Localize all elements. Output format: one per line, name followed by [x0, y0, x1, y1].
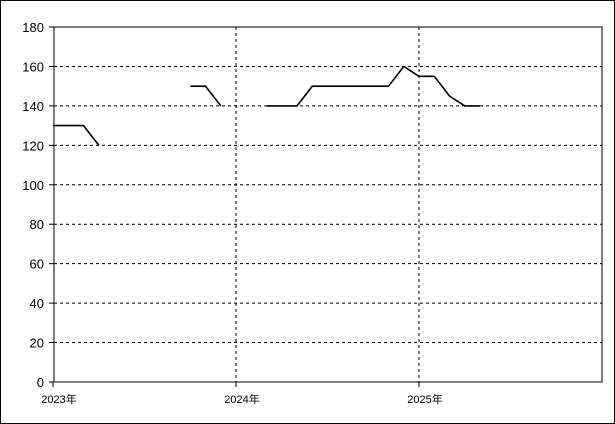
- y-tick-label: 100: [22, 178, 44, 193]
- series-line-segment: [53, 124, 100, 146]
- y-tick-label: 140: [22, 99, 44, 114]
- series-line-segment: [266, 65, 480, 107]
- y-tick-label: 120: [22, 138, 44, 153]
- plot-area: [53, 26, 603, 383]
- data-series: [53, 65, 480, 146]
- y-axis-ticks: 0 20 40 60 80 100 120 140 160 180: [22, 20, 54, 390]
- y-tick-label: 20: [30, 336, 44, 351]
- y-tick-label: 180: [22, 20, 44, 35]
- y-tick-label: 0: [37, 375, 44, 390]
- y-tick-label: 160: [22, 59, 44, 74]
- y-tick-label: 40: [30, 296, 44, 311]
- grid-lines: [54, 27, 602, 382]
- x-tick-label: 2024年: [224, 392, 259, 406]
- x-tick-label: 2025年: [407, 392, 442, 406]
- x-axis-ticks: 2023年 2024年 2025年: [41, 382, 443, 406]
- y-tick-label: 80: [30, 217, 44, 232]
- series-line-segment: [190, 85, 222, 107]
- x-tick-label: 2023年: [41, 392, 76, 406]
- y-tick-label: 60: [30, 257, 44, 272]
